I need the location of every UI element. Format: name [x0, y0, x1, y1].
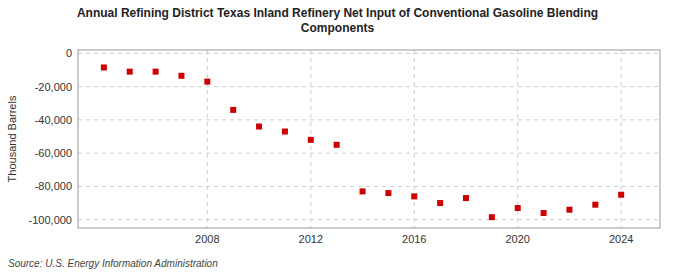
point: [618, 192, 624, 198]
point: [592, 202, 598, 208]
point: [127, 69, 133, 75]
y-grid-line: [78, 119, 660, 120]
y-axis-label: Thousand Barrels: [6, 95, 18, 182]
point: [360, 188, 366, 194]
x-tick-label: 2020: [505, 233, 529, 245]
point: [256, 124, 262, 130]
x-grid-line: [207, 50, 208, 228]
y-grid-line: [78, 153, 660, 154]
x-tick-label: 2024: [609, 233, 633, 245]
point: [515, 205, 521, 211]
point: [463, 195, 469, 201]
point: [541, 210, 547, 216]
chart: 0 -20,000 -40,000 -60,000 -80,000 -100,000 200…: [0, 0, 675, 275]
point: [334, 142, 340, 148]
point: [178, 73, 184, 79]
x-tick-label: 2012: [299, 233, 323, 245]
x-grid-line: [414, 50, 415, 228]
point: [282, 129, 288, 135]
y-tick-label: -60,000: [35, 147, 72, 159]
point: [489, 214, 495, 220]
y-tick-label: 0: [66, 47, 72, 59]
y-tick-label: -80,000: [35, 180, 72, 192]
point: [385, 190, 391, 196]
point: [153, 69, 159, 75]
y-tick-label: -20,000: [35, 81, 72, 93]
x-grid-line: [517, 50, 518, 228]
x-tick-label: 2016: [402, 233, 426, 245]
source: Source: U.S. Energy Information Administ…: [8, 258, 218, 269]
y-grid-line: [78, 53, 660, 54]
point: [411, 193, 417, 199]
grid: [78, 50, 660, 228]
y-tick-label: -40,000: [35, 114, 72, 126]
y-tick-label: -100,000: [29, 214, 72, 226]
x-tick-label: 2008: [195, 233, 219, 245]
y-grid-line: [78, 219, 660, 220]
point: [308, 137, 314, 143]
y-grid-line: [78, 86, 660, 87]
x-grid-line: [621, 50, 622, 228]
point: [566, 207, 572, 213]
point: [204, 79, 210, 85]
points: [101, 64, 624, 220]
point: [101, 64, 107, 70]
point: [230, 107, 236, 113]
point: [437, 200, 443, 206]
y-grid-line: [78, 186, 660, 187]
plot-frame: [78, 50, 660, 228]
title: Annual Refining District Texas Inland Re…: [77, 6, 598, 35]
